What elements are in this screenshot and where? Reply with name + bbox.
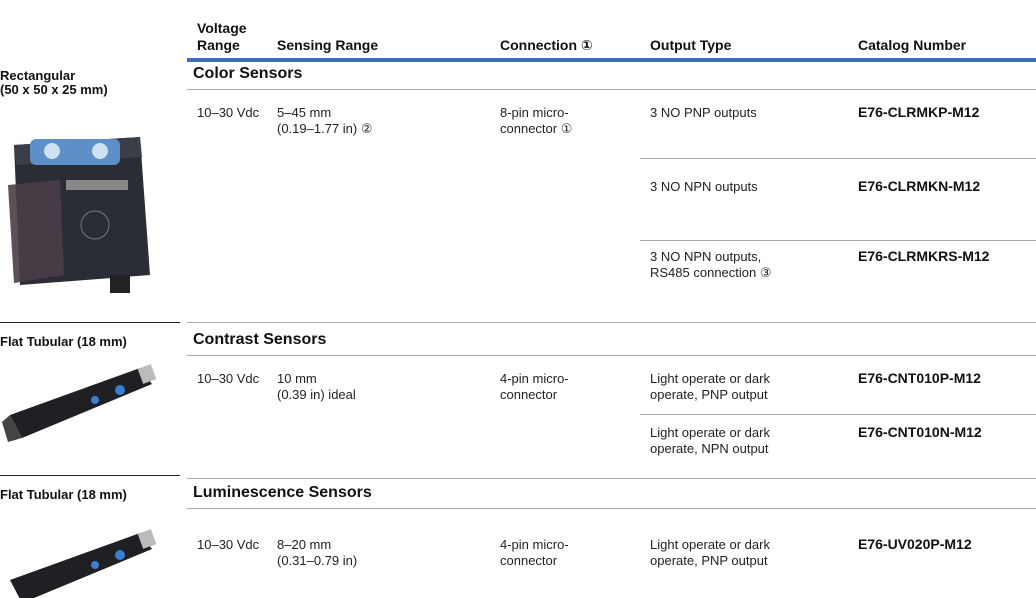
contrast-sensor-image bbox=[2, 364, 157, 442]
connection-cell: connector ① bbox=[500, 121, 573, 136]
group-label: (50 x 50 x 25 mm) bbox=[0, 82, 108, 97]
sensing-cell: 8–20 mm bbox=[277, 537, 332, 552]
heading-rule bbox=[187, 89, 1036, 90]
connection-cell: connector bbox=[500, 553, 558, 568]
connection-cell: 4-pin micro- bbox=[500, 371, 569, 386]
output-cell: 3 NO PNP outputs bbox=[650, 105, 757, 120]
connection-cell: 4-pin micro- bbox=[500, 537, 569, 552]
group-label: Flat Tubular (18 mm) bbox=[0, 334, 127, 349]
catalog-cell: E76-UV020P-M12 bbox=[858, 536, 972, 552]
catalog-cell: E76-CLRMKRS-M12 bbox=[858, 248, 990, 264]
row-rule bbox=[187, 322, 1036, 323]
column-header: Connection ① bbox=[500, 37, 593, 53]
sensing-cell: (0.19–1.77 in) ② bbox=[277, 121, 373, 136]
output-cell: 3 NO NPN outputs bbox=[650, 179, 758, 194]
sensing-cell: (0.39 in) ideal bbox=[277, 387, 356, 402]
voltage-cell: 10–30 Vdc bbox=[197, 105, 260, 120]
luminescence-sensor-image bbox=[10, 529, 157, 598]
group-label: Rectangular bbox=[0, 68, 76, 83]
rectangular-sensor-image bbox=[8, 137, 150, 293]
row-rule bbox=[640, 158, 1036, 159]
column-header: Sensing Range bbox=[277, 37, 379, 53]
group-heading: Luminescence Sensors bbox=[193, 484, 372, 501]
column-header: Output Type bbox=[650, 37, 732, 53]
column-header: Range bbox=[197, 37, 240, 53]
row-rule bbox=[640, 414, 1036, 415]
output-cell: operate, NPN output bbox=[650, 441, 769, 456]
output-cell: Light operate or dark bbox=[650, 537, 770, 552]
output-cell: operate, PNP output bbox=[650, 553, 768, 568]
voltage-cell: 10–30 Vdc bbox=[197, 371, 260, 386]
group-label: Flat Tubular (18 mm) bbox=[0, 487, 127, 502]
output-cell: RS485 connection ③ bbox=[650, 265, 772, 280]
output-cell: operate, PNP output bbox=[650, 387, 768, 402]
row-rule bbox=[640, 240, 1036, 241]
voltage-cell: 10–30 Vdc bbox=[197, 537, 260, 552]
output-cell: 3 NO NPN outputs, bbox=[650, 249, 762, 264]
row-rule bbox=[187, 478, 1036, 479]
catalog-cell: E76-CNT010P-M12 bbox=[858, 370, 981, 386]
group-heading: Contrast Sensors bbox=[193, 331, 327, 348]
connection-cell: connector bbox=[500, 387, 558, 402]
connection-cell: 8-pin micro- bbox=[500, 105, 569, 120]
heading-rule bbox=[187, 355, 1036, 356]
header-rule bbox=[187, 58, 1036, 62]
heading-rule bbox=[187, 508, 1036, 509]
group-rule bbox=[0, 322, 180, 323]
catalog-cell: E76-CLRMKP-M12 bbox=[858, 104, 980, 120]
catalog-cell: E76-CLRMKN-M12 bbox=[858, 178, 981, 194]
output-cell: Light operate or dark bbox=[650, 371, 770, 386]
group-heading: Color Sensors bbox=[193, 65, 303, 82]
output-cell: Light operate or dark bbox=[650, 425, 770, 440]
catalog-cell: E76-CNT010N-M12 bbox=[858, 424, 982, 440]
group-rule bbox=[0, 475, 180, 476]
column-header: Catalog Number bbox=[858, 37, 967, 53]
sensing-cell: 5–45 mm bbox=[277, 105, 332, 120]
sensing-cell: (0.31–0.79 in) bbox=[277, 553, 358, 568]
column-header: Voltage bbox=[197, 20, 247, 36]
sensing-cell: 10 mm bbox=[277, 371, 317, 386]
